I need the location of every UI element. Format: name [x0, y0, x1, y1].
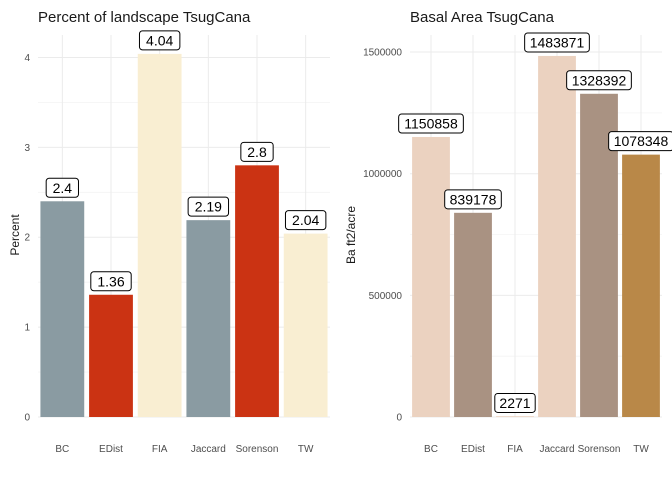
percent-data-label: 1.36 — [90, 271, 132, 292]
percent-data-label-box — [187, 196, 230, 217]
basal-area-data-label: 1483871 — [524, 32, 590, 53]
percent-y-tick-label: 2 — [24, 233, 30, 244]
basal-area-data-label-box — [566, 70, 632, 91]
basal-area-data-label-box — [444, 189, 502, 210]
basal-area-data-label-text: 1483871 — [530, 34, 585, 50]
basal-area-data-label-text: 1078348 — [614, 133, 669, 149]
percent-y-tick-label: 3 — [24, 143, 30, 154]
percent-data-label-box — [138, 30, 181, 51]
basal-area-data-label-box — [398, 113, 464, 134]
basal-area-data-label: 1150858 — [398, 113, 464, 134]
percent-data-label: 4.04 — [138, 30, 181, 51]
basal-area-y-tick-label: 0 — [396, 413, 402, 424]
basal-area-data-label-text: 1328392 — [572, 72, 627, 88]
percent-x-tick-label: Jaccard — [191, 444, 226, 455]
basal-area-bar-bc — [412, 136, 450, 418]
percent-data-label-text: 4.04 — [146, 32, 173, 48]
basal-area-bar-jaccard — [538, 55, 576, 417]
basal-area-x-tick-label: EDist — [461, 444, 485, 455]
percent-x-tick-label: BC — [55, 444, 69, 455]
percent-bar-bc — [40, 201, 85, 417]
basal-area-data-label-box — [494, 392, 536, 413]
percent-data-label-text: 2.04 — [292, 212, 319, 228]
percent-data-label-box — [45, 177, 79, 198]
percent-bar-sorenson — [235, 165, 279, 417]
basal-area-x-tick-label: Sorenson — [578, 444, 621, 455]
percent-bar-jaccard — [186, 220, 231, 417]
percent-data-label-text: 2.4 — [53, 180, 73, 196]
percent-x-tick-label: EDist — [99, 444, 123, 455]
percent-chart-title: Percent of landscape TsugCana — [38, 9, 251, 26]
basal-area-bar-edist — [454, 212, 492, 417]
basal-area-panel: Basal Area TsugCana Ba ft2/acre 0 500000 1… — [344, 9, 672, 455]
basal-area-y-tick-label: 1000000 — [363, 169, 402, 180]
basal-area-bar-tw — [622, 154, 660, 417]
basal-area-y-tick-label: 500000 — [369, 291, 403, 302]
basal-area-data-label-text: 2271 — [499, 395, 530, 411]
basal-area-data-label: 1078348 — [608, 131, 672, 152]
basal-area-data-label: 2271 — [494, 392, 536, 413]
percent-data-label-text: 2.8 — [247, 144, 267, 160]
basal-area-x-tick-label: FIA — [507, 444, 523, 455]
percent-data-label-text: 1.36 — [97, 273, 124, 289]
basal-area-data-label-box — [608, 131, 672, 152]
basal-area-data-label-text: 1150858 — [404, 115, 458, 131]
basal-area-data-label: 1328392 — [566, 70, 632, 91]
basal-area-x-tick-label: TW — [633, 444, 649, 455]
percent-x-tick-label: FIA — [152, 444, 168, 455]
percent-data-label: 2.19 — [187, 196, 230, 217]
percent-data-label-box — [284, 210, 327, 231]
basal-area-data-label-box — [524, 32, 590, 53]
basal-area-bar-fia — [496, 416, 534, 417]
percent-data-label: 2.4 — [45, 177, 79, 198]
percent-data-label-text: 2.19 — [195, 199, 222, 215]
basal-area-data-label-text: 839178 — [450, 191, 497, 207]
basal-area-chart-title: Basal Area TsugCana — [410, 9, 555, 26]
basal-area-y-axis-title: Ba ft2/acre — [344, 206, 358, 264]
percent-data-label: 2.8 — [240, 141, 274, 162]
percent-data-label-box — [90, 271, 132, 292]
percent-data-label: 2.04 — [284, 210, 327, 231]
percent-x-tick-label: Sorenson — [236, 444, 279, 455]
percent-y-axis-title: Percent — [8, 214, 22, 256]
percent-bar-edist — [89, 294, 133, 417]
percent-x-tick-label: TW — [298, 444, 314, 455]
percent-y-tick-label: 0 — [24, 413, 30, 424]
percent-bar-fia — [137, 53, 182, 417]
basal-area-data-label: 839178 — [444, 189, 502, 210]
percent-y-tick-label: 1 — [24, 323, 30, 334]
percent-y-tick-label: 4 — [24, 53, 30, 64]
percent-landscape-panel: Percent of landscape TsugCana Percent 0 1… — [8, 9, 330, 455]
percent-bar-tw — [283, 233, 328, 417]
percent-data-label-box — [240, 141, 274, 162]
basal-area-x-tick-label: Jaccard — [539, 444, 574, 455]
basal-area-x-tick-label: BC — [424, 444, 438, 455]
basal-area-y-tick-label: 1500000 — [363, 48, 402, 59]
